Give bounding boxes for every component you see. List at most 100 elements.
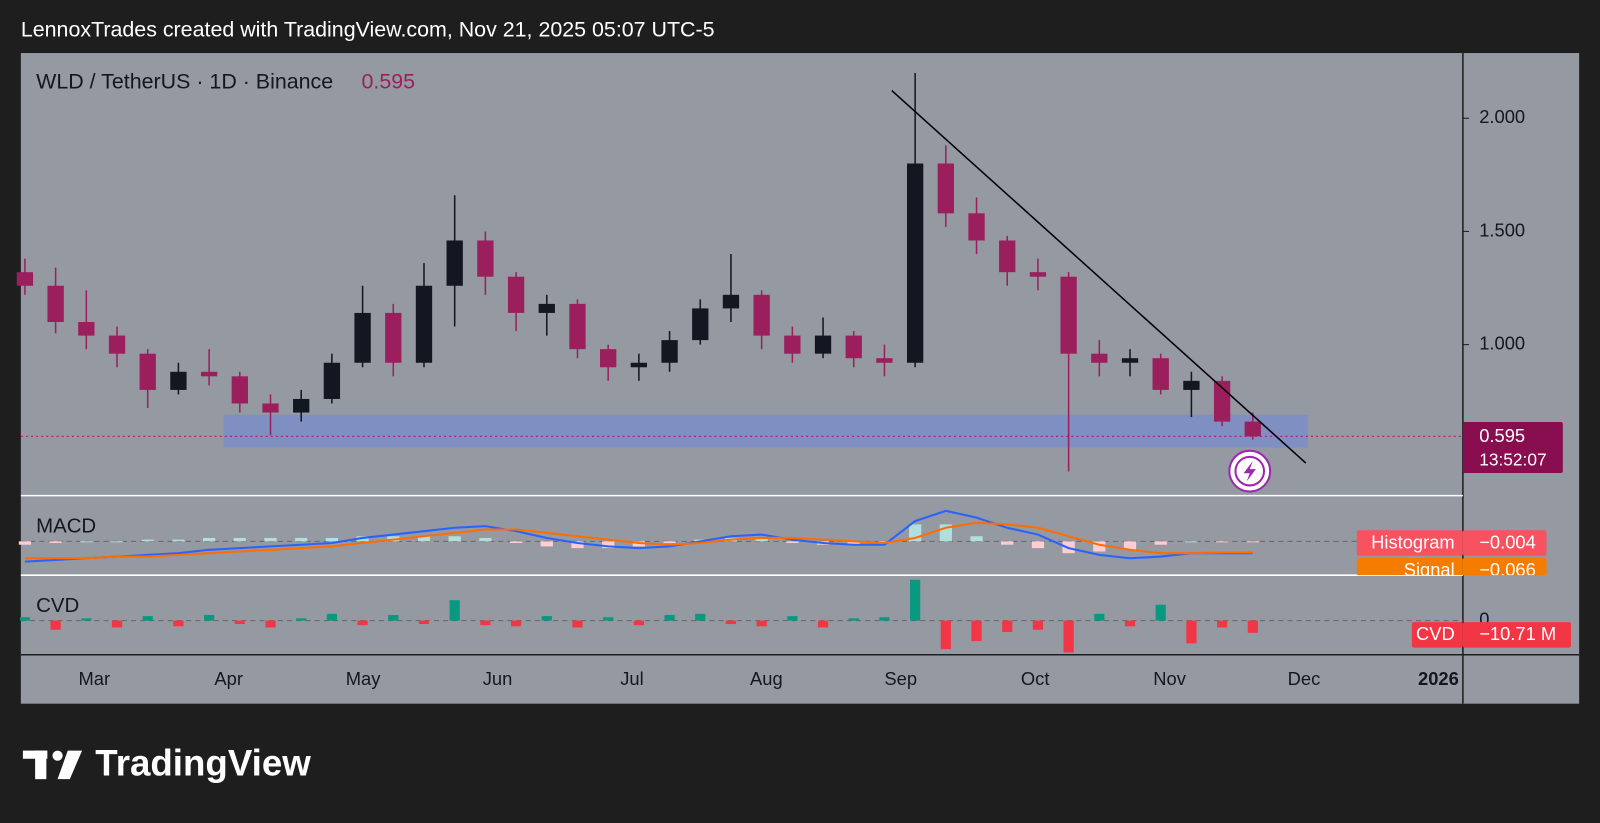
macd-histogram-bar: [202, 537, 216, 542]
cvd-bar: [695, 613, 706, 621]
cvd-bar: [81, 618, 92, 621]
macd-histogram-bar: [1001, 541, 1014, 545]
cvd-bar: [265, 620, 276, 628]
cvd-bar: [725, 620, 737, 625]
candle-body: [692, 308, 709, 341]
candle-body: [600, 349, 617, 368]
candle-body: [108, 335, 126, 354]
macd-histogram-bar: [1154, 541, 1167, 545]
candle-body: [293, 398, 310, 413]
macd-histogram-bar: [1215, 541, 1229, 543]
y-tick-label: 1.500: [1479, 219, 1525, 240]
candle-body: [845, 335, 862, 359]
macd-title: MACD: [36, 516, 96, 538]
candle-body: [722, 294, 740, 309]
candle-body: [906, 163, 924, 363]
macd-histogram-bar: [110, 541, 124, 543]
support-zone: [223, 414, 1308, 448]
y-tick-label: 2.000: [1479, 106, 1525, 127]
cvd-bar: [1217, 620, 1228, 628]
macd-histogram-bar: [663, 541, 676, 544]
price-badge: [1462, 422, 1563, 474]
cvd-bar: [19, 617, 31, 621]
legend-name-badge: [1356, 557, 1463, 576]
cvd-bar: [633, 620, 644, 626]
cvd-bar: [603, 617, 614, 621]
candle-body: [876, 358, 893, 363]
cvd-bar: [296, 618, 307, 621]
legend-name: Signal: [1404, 559, 1455, 580]
x-tick-label: Nov: [1153, 668, 1186, 689]
chart-background: [20, 53, 1580, 704]
brand-logo: [22, 750, 83, 780]
x-tick-label: Aug: [750, 668, 783, 689]
macd-histogram-bar: [295, 537, 308, 542]
candle-body: [415, 285, 433, 363]
macd-histogram-bar: [448, 536, 461, 542]
candle-body: [200, 371, 218, 377]
signal-line: [24, 521, 1253, 560]
candle-body: [937, 163, 954, 214]
x-tick-label: Dec: [1288, 668, 1321, 689]
cvd-title: CVD: [36, 595, 79, 617]
macd-histogram-bar: [18, 541, 32, 545]
candle-body: [1029, 272, 1047, 277]
candle-body: [1183, 380, 1200, 390]
cvd-bar: [1186, 620, 1197, 644]
legend-name: Histogram: [1371, 531, 1455, 552]
legend-value: −0.004: [1479, 531, 1536, 552]
macd-histogram-bar: [1185, 541, 1198, 543]
candle-body: [446, 240, 463, 286]
macd-histogram-bar: [233, 537, 246, 542]
macd-histogram-bar: [602, 541, 615, 549]
legend-value: −0.066: [1479, 559, 1536, 580]
candle-body: [385, 312, 402, 363]
macd-histogram-bar: [325, 537, 339, 542]
candle-body: [784, 335, 801, 354]
cvd-bar: [111, 620, 123, 628]
cvd-bar: [173, 620, 184, 627]
macd-histogram-bar: [417, 536, 431, 542]
candle-body: [538, 303, 555, 313]
cvd-bar: [971, 620, 982, 642]
cvd-bar: [142, 616, 153, 621]
macd-histogram-bar: [571, 541, 584, 549]
candle-body: [170, 371, 187, 390]
candle-body: [78, 321, 95, 336]
y-tick-label: 1.000: [1479, 332, 1525, 353]
symbol-title: WLD / TetherUS · 1D · Binance: [36, 69, 333, 93]
cvd-bar: [1063, 620, 1074, 653]
candle-body: [507, 276, 525, 313]
trendline: [891, 90, 1307, 464]
candle-body: [814, 335, 832, 354]
candle-body: [477, 240, 494, 277]
cvd-bar: [572, 620, 583, 628]
cvd-bar: [910, 579, 921, 621]
legend-name: CVD: [1416, 623, 1455, 644]
cvd-bar: [664, 614, 675, 621]
x-tick-label: May: [346, 668, 381, 689]
candle-body: [753, 294, 770, 336]
candle-body: [630, 362, 648, 368]
cvd-bar: [50, 620, 61, 630]
cvd-bar: [449, 600, 460, 621]
cvd-bar: [1155, 604, 1166, 621]
cvd-tick-label: 0: [1479, 608, 1489, 629]
cvd-bar: [787, 616, 798, 621]
candle-body: [1244, 421, 1261, 437]
cvd-bar: [1002, 620, 1013, 633]
macd-histogram-bar: [172, 539, 185, 542]
macd-histogram-bar: [755, 537, 768, 542]
candle-body: [569, 303, 586, 350]
candle-body: [262, 403, 279, 413]
candle-body: [1060, 276, 1077, 354]
candle-body: [354, 312, 371, 363]
macd-histogram-bar: [1246, 541, 1259, 543]
cvd-bar: [879, 617, 890, 621]
cvd-bar: [388, 614, 399, 621]
candle-body: [968, 213, 985, 241]
candle-body: [139, 353, 156, 390]
cvd-bar: [418, 620, 430, 625]
legend-name-badge: [1356, 530, 1463, 556]
